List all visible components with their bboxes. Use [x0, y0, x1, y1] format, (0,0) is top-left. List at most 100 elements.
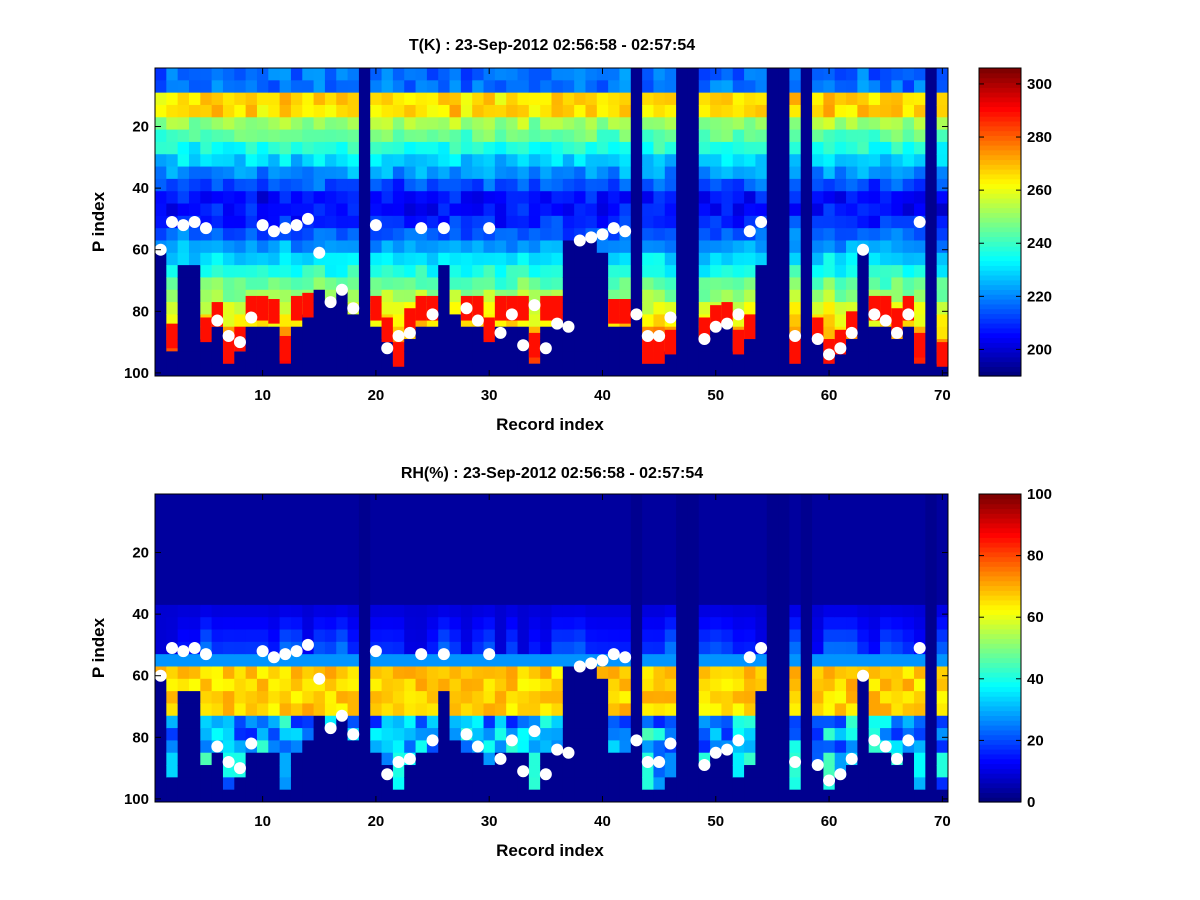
x-tick-label: 40: [594, 813, 611, 830]
heatmap-cell: [313, 117, 326, 131]
heatmap-cell: [313, 604, 326, 618]
heatmap-cell: [506, 580, 519, 594]
heatmap-cell: [245, 543, 258, 557]
heatmap-cell: [370, 703, 383, 717]
heatmap-cell: [936, 314, 949, 328]
x-tick-label: 10: [254, 387, 271, 404]
heatmap-cell: [540, 326, 552, 340]
heatmap-cell: [234, 129, 247, 143]
heatmap-cell: [370, 567, 383, 581]
heatmap-cell: [732, 80, 745, 94]
heatmap-cell: [211, 277, 224, 291]
heatmap-cell: [528, 277, 541, 291]
heatmap-cell: [857, 289, 870, 303]
heatmap-cell: [755, 302, 768, 315]
heatmap-cell: [188, 740, 201, 754]
heatmap-cell: [155, 141, 167, 155]
heatmap-cell: [891, 691, 904, 704]
heatmap-cell: [415, 580, 428, 594]
heatmap-cell: [857, 351, 870, 365]
heatmap-cell: [370, 617, 383, 631]
heatmap-cell: [483, 289, 496, 303]
heatmap-cell: [880, 518, 892, 532]
heatmap-cell: [585, 678, 598, 692]
heatmap-cell: [619, 678, 632, 692]
heatmap-cell: [506, 326, 519, 340]
heatmap-cell: [936, 203, 949, 217]
heatmap-cell: [789, 740, 802, 754]
heatmap-cell: [279, 80, 292, 94]
heatmap-cell: [392, 629, 405, 643]
heatmap-cell: [846, 104, 858, 118]
heatmap-cell: [880, 703, 892, 717]
heatmap-cell: [823, 166, 836, 180]
heatmap-cell: [608, 654, 620, 667]
heatmap-cell: [415, 678, 428, 692]
heatmap-cell: [562, 191, 575, 205]
heatmap-cell: [426, 617, 439, 631]
x-tick-label: 70: [934, 387, 951, 404]
heatmap-cell: [596, 154, 609, 168]
heatmap-cell: [177, 363, 190, 377]
heatmap-cell: [823, 567, 836, 581]
heatmap-cell: [404, 641, 417, 655]
heatmap-cell: [155, 654, 167, 667]
heatmap-cell: [596, 703, 609, 717]
heatmap-cell: [177, 117, 190, 131]
heatmap-cell: [426, 68, 439, 81]
heatmap-cell: [302, 351, 315, 365]
heatmap-cell: [404, 518, 417, 532]
heatmap-cell: [914, 92, 926, 106]
heatmap-cell: [608, 530, 620, 544]
heatmap-cell: [392, 506, 405, 520]
heatmap-cell: [755, 203, 768, 217]
heatmap-cell: [177, 252, 190, 266]
heatmap-cell: [234, 191, 247, 205]
heatmap-cell: [302, 277, 315, 291]
colorbar-swatch: [979, 739, 1021, 745]
heatmap-cell: [653, 215, 666, 229]
heatmap-cell: [404, 715, 417, 729]
heatmap-cell: [721, 68, 734, 81]
level-marker: [267, 651, 280, 664]
heatmap-cell: [834, 617, 847, 631]
heatmap-cell: [642, 141, 654, 155]
heatmap-cell: [347, 351, 360, 365]
heatmap-cell: [256, 203, 269, 217]
heatmap-cell: [483, 240, 496, 254]
heatmap-cell: [574, 178, 586, 192]
heatmap-cell: [710, 80, 722, 94]
heatmap-cell: [834, 166, 847, 180]
heatmap-cell: [619, 265, 632, 278]
heatmap-cell: [290, 580, 303, 594]
heatmap-cell: [449, 678, 462, 692]
level-marker: [426, 734, 439, 747]
colorbar-swatch: [979, 279, 1021, 286]
heatmap-cell: [755, 789, 768, 803]
heatmap-cell: [551, 703, 564, 717]
heatmap-cell: [188, 104, 201, 118]
heatmap-cell: [732, 191, 745, 205]
heatmap-cell: [642, 166, 654, 180]
level-marker: [188, 216, 201, 228]
heatmap-cell: [200, 752, 213, 766]
heatmap-cell: [494, 295, 507, 321]
level-marker: [517, 765, 530, 778]
heatmap-cell: [200, 530, 213, 544]
heatmap-cell: [302, 80, 315, 94]
heatmap-cell: [279, 240, 292, 254]
heatmap-cell: [245, 92, 258, 106]
heatmap-cell: [279, 252, 292, 266]
level-marker: [755, 216, 768, 228]
heatmap-cell: [188, 314, 201, 328]
heatmap-cell: [812, 666, 824, 680]
heatmap-cell: [902, 604, 915, 618]
heatmap-cell: [619, 740, 632, 754]
heatmap-cell: [902, 592, 915, 606]
heatmap-cell: [698, 580, 711, 594]
heatmap-cell: [245, 765, 258, 778]
heatmap-cell: [234, 654, 247, 667]
heatmap-cell: [902, 117, 915, 131]
heatmap-cell: [653, 240, 666, 254]
